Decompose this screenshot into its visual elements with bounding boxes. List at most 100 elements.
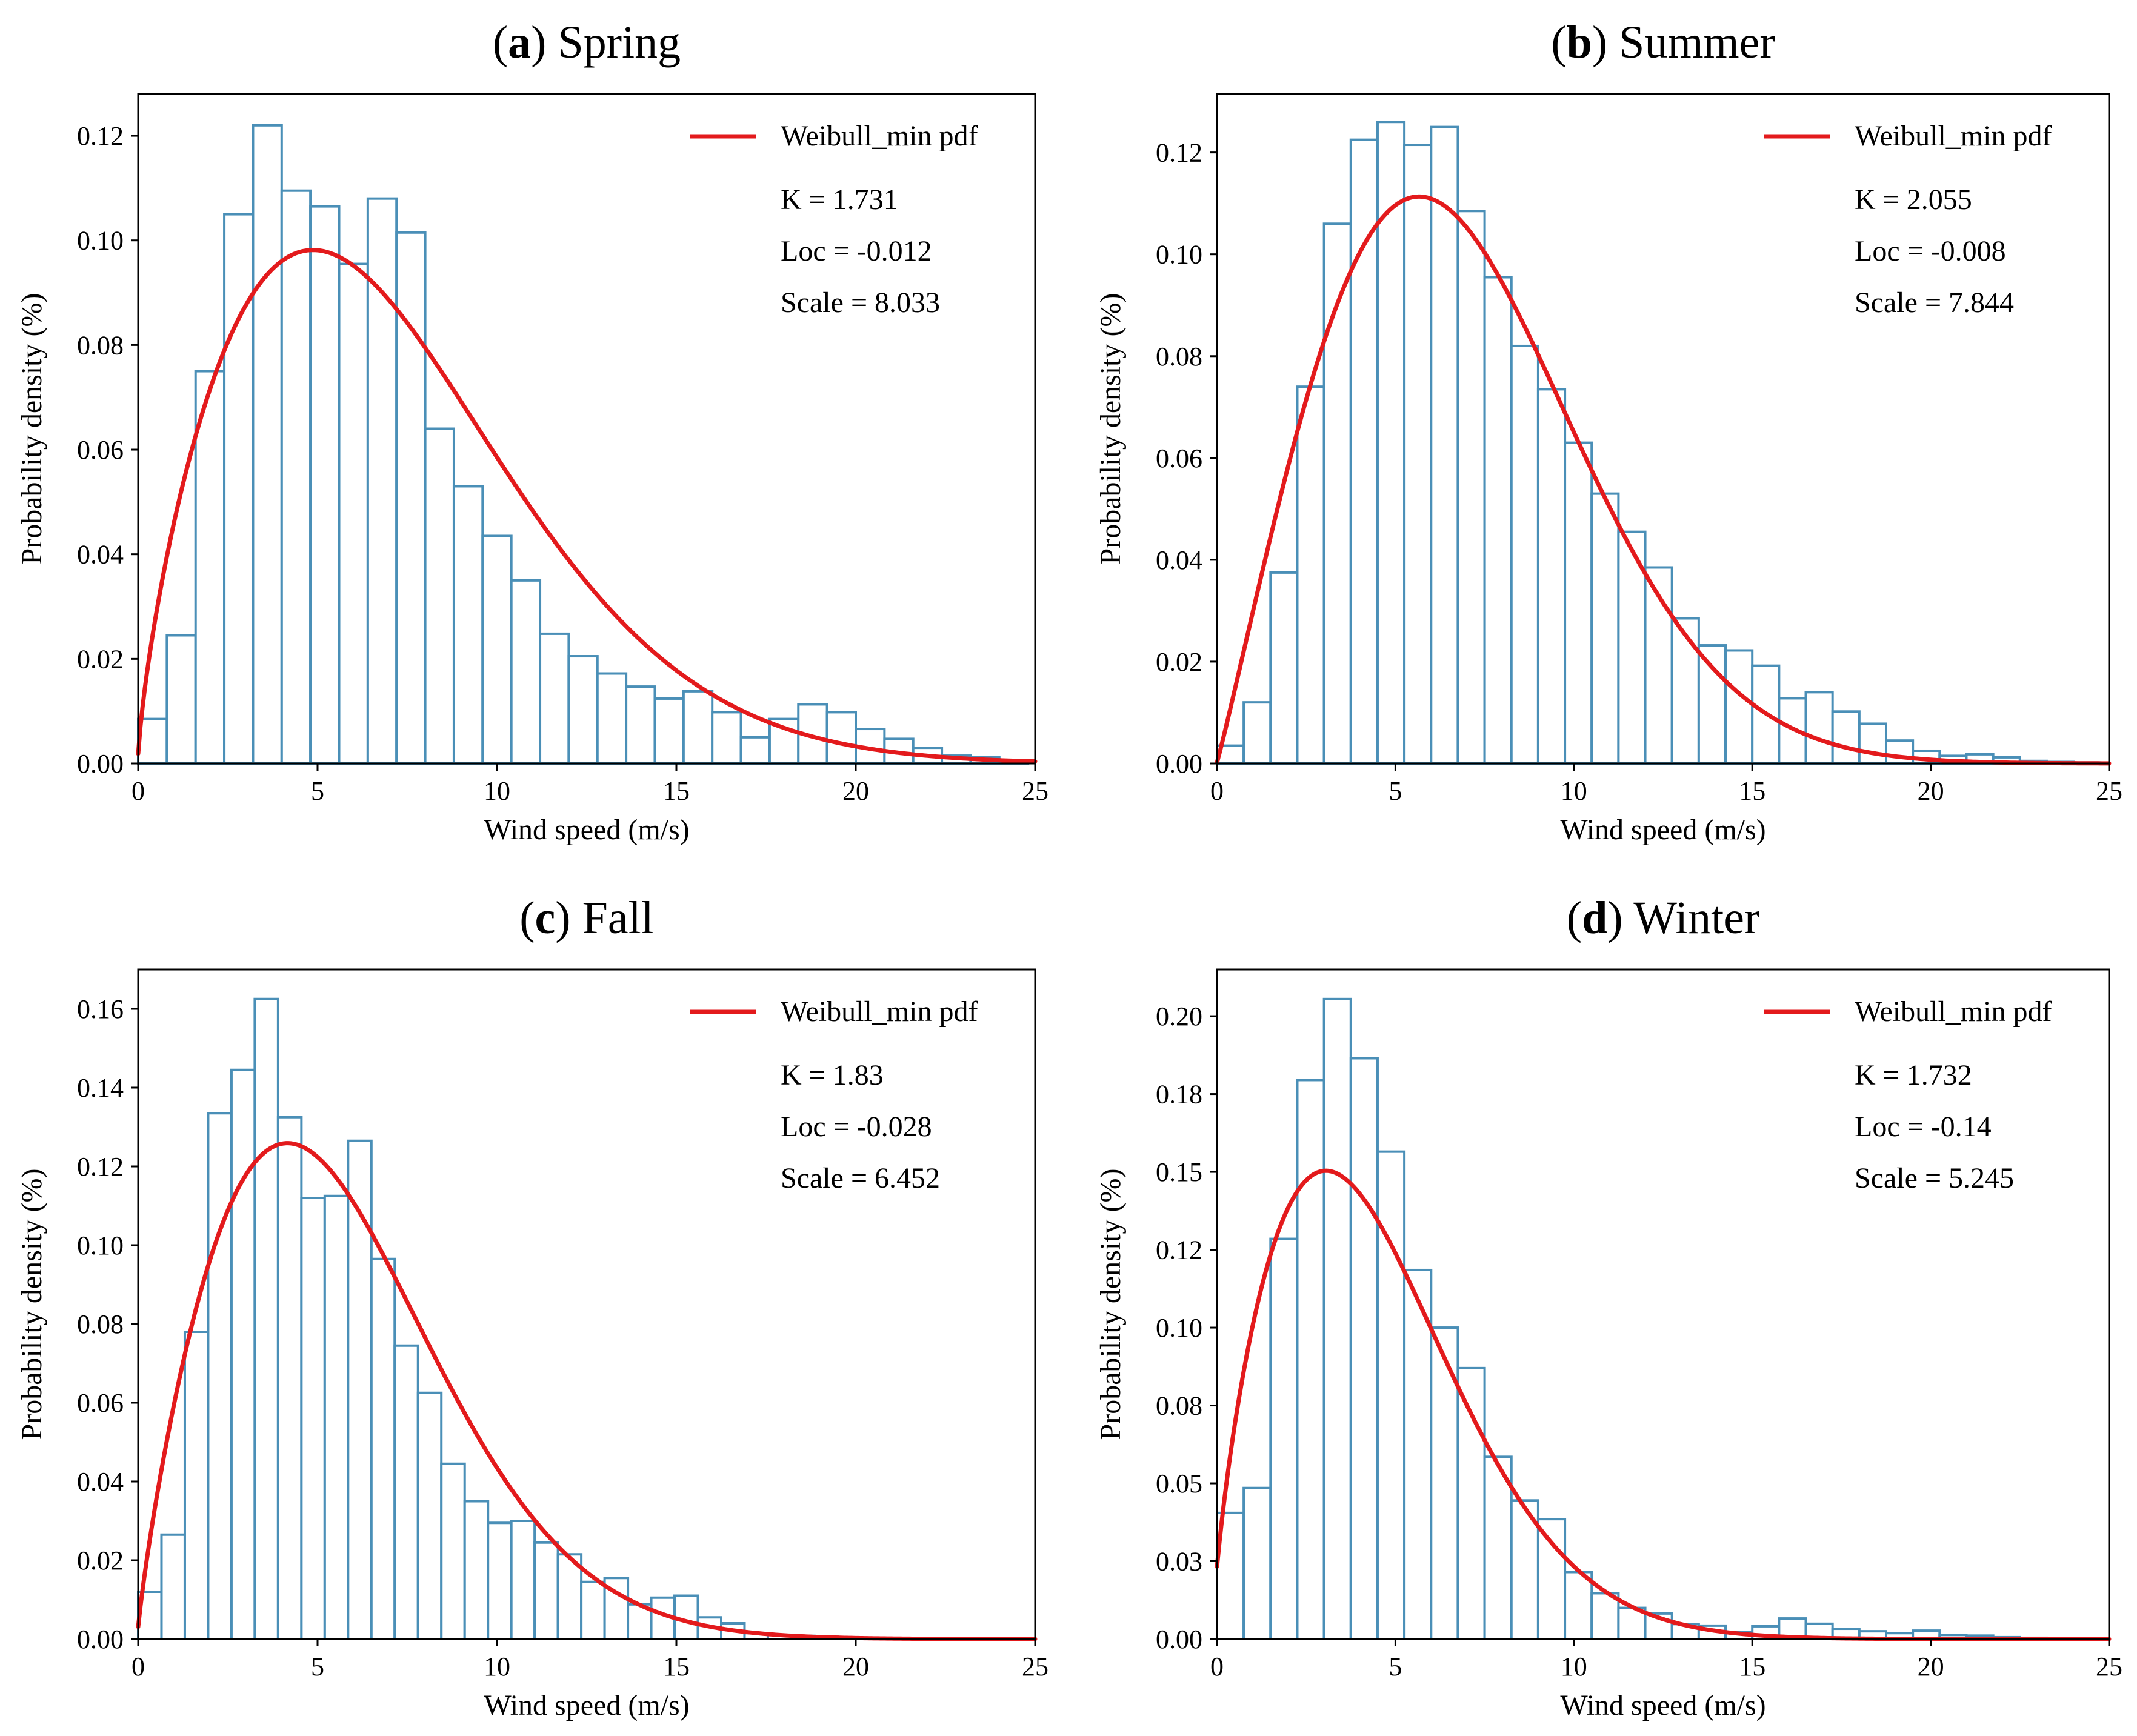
histogram-bars bbox=[137, 124, 1030, 765]
histogram-bar bbox=[463, 1500, 490, 1640]
x-tick-label: 25 bbox=[2096, 1652, 2122, 1681]
y-tick-label: 0.00 bbox=[1156, 749, 1202, 779]
legend-label: Weibull_min pdf bbox=[781, 996, 978, 1028]
histogram-bar bbox=[1269, 1237, 1299, 1641]
histogram-bar bbox=[1590, 492, 1620, 765]
panel-title-text: Summer bbox=[1619, 17, 1775, 68]
histogram-bar bbox=[1536, 388, 1567, 765]
y-tick-label: 0.20 bbox=[1156, 1002, 1202, 1031]
y-tick-label: 0.12 bbox=[1156, 138, 1202, 168]
histogram-bar bbox=[567, 655, 599, 765]
chart-panel-c: (c) Fall 0 5 10 15 20 25 0.00 0.02 0.04 0.06 0.08 0.… bbox=[16, 893, 1048, 1721]
histogram-bar bbox=[300, 1197, 326, 1640]
legend: Weibull_min pdf bbox=[690, 120, 978, 152]
y-tick-label: 0.04 bbox=[1156, 545, 1202, 575]
histogram-bar bbox=[682, 690, 714, 765]
fit-parameter-annotation: Loc = -0.028 bbox=[781, 1111, 932, 1143]
histogram-bar bbox=[1536, 1518, 1567, 1641]
x-tick-label: 0 bbox=[1210, 1652, 1224, 1681]
histogram-bars bbox=[1216, 997, 2102, 1641]
histogram-bar bbox=[596, 672, 628, 765]
panel-title-open-paren: ( bbox=[1567, 893, 1582, 943]
legend-label: Weibull_min pdf bbox=[1855, 120, 2052, 152]
panel-title-open-paren: ( bbox=[1551, 17, 1566, 68]
x-tick-label: 15 bbox=[663, 1652, 690, 1681]
y-tick-label: 0.06 bbox=[77, 1388, 124, 1418]
x-tick-label: 5 bbox=[311, 776, 324, 806]
histogram-bar bbox=[539, 632, 570, 765]
histogram-bar bbox=[440, 1462, 466, 1640]
legend-label: Weibull_min pdf bbox=[1855, 996, 2052, 1028]
legend-label: Weibull_min pdf bbox=[781, 120, 978, 152]
panel-title-letter: c bbox=[535, 893, 556, 943]
chart-panel-a: (a) Spring 0 5 10 15 20 25 0.00 0.02 0.04 0.06 0.08… bbox=[16, 17, 1048, 846]
weibull-pdf-curve bbox=[1215, 194, 2112, 766]
histogram-bar bbox=[1670, 617, 1700, 765]
x-tick-label: 15 bbox=[663, 776, 690, 806]
panel-title-close-paren: ) bbox=[1607, 893, 1633, 943]
histogram-bar bbox=[1617, 530, 1647, 765]
histogram-bar bbox=[1724, 649, 1754, 765]
histogram-bar bbox=[1590, 1592, 1620, 1640]
y-tick-label: 0.12 bbox=[1156, 1235, 1202, 1265]
x-tick-label: 15 bbox=[1739, 776, 1765, 806]
panel-title-text: Fall bbox=[582, 893, 654, 943]
y-tick-label: 0.14 bbox=[77, 1073, 124, 1103]
y-tick-label: 0.00 bbox=[1156, 1625, 1202, 1654]
y-tick-label: 0.06 bbox=[77, 435, 124, 465]
y-tick-label: 0.05 bbox=[1156, 1469, 1202, 1498]
histogram-bar bbox=[370, 1257, 396, 1640]
y-tick-label: 0.10 bbox=[1156, 240, 1202, 270]
y-tick-label: 0.16 bbox=[77, 994, 124, 1024]
y-tick-label: 0.02 bbox=[77, 1546, 124, 1575]
x-tick-label: 0 bbox=[132, 1652, 145, 1681]
histogram-bar bbox=[160, 1533, 186, 1640]
plot-frame bbox=[1216, 968, 2110, 1640]
histogram-bar bbox=[393, 1344, 419, 1640]
y-tick-label: 0.03 bbox=[1156, 1547, 1202, 1577]
fit-parameter-annotation: Loc = -0.008 bbox=[1855, 235, 2006, 267]
histogram-bar bbox=[510, 1520, 536, 1640]
x-tick-label: 15 bbox=[1739, 1652, 1765, 1681]
y-tick-label: 0.18 bbox=[1156, 1080, 1202, 1109]
y-tick-label: 0.04 bbox=[77, 1467, 124, 1497]
legend: Weibull_min pdf bbox=[690, 996, 978, 1028]
histogram-bar bbox=[1403, 144, 1433, 765]
histogram-bar bbox=[1858, 722, 1888, 765]
y-tick-label: 0.12 bbox=[77, 1152, 124, 1182]
histogram-bar bbox=[481, 534, 513, 765]
x-tick-label: 5 bbox=[311, 1652, 324, 1681]
panel-title-close-paren: ) bbox=[555, 893, 582, 943]
panel-title-close-paren: ) bbox=[531, 17, 558, 68]
histogram-bar bbox=[711, 711, 742, 765]
histogram-bar bbox=[338, 262, 369, 765]
chart-panel-b: (b) Summer 0 5 10 15 20 25 0.00 0.02 0.04 0.06 0.08… bbox=[1095, 17, 2122, 846]
histogram-bar bbox=[653, 697, 685, 765]
y-tick-label: 0.15 bbox=[1156, 1157, 1202, 1187]
fit-parameter-annotation: K = 1.732 bbox=[1855, 1059, 1972, 1091]
histogram-bar bbox=[416, 1391, 443, 1640]
histogram-bar bbox=[252, 124, 283, 765]
x-tick-label: 10 bbox=[1561, 1652, 1587, 1681]
histogram-bar bbox=[1456, 1366, 1486, 1640]
histogram-bar bbox=[1430, 125, 1459, 765]
panel-title-letter: b bbox=[1567, 17, 1592, 68]
histogram-bar bbox=[510, 579, 542, 765]
x-axis-label: Wind speed (m/s) bbox=[484, 814, 689, 846]
x-tick-label: 20 bbox=[842, 1652, 869, 1681]
x-axis-label: Wind speed (m/s) bbox=[484, 1689, 689, 1721]
plot-frame bbox=[1216, 93, 2110, 765]
histogram-bar bbox=[533, 1541, 559, 1640]
y-tick-label: 0.08 bbox=[77, 1309, 124, 1339]
histogram-bar bbox=[183, 1331, 210, 1640]
panel-title-open-paren: ( bbox=[519, 893, 535, 943]
histogram-bar bbox=[1510, 344, 1539, 765]
histogram-bar bbox=[1483, 276, 1513, 765]
y-tick-label: 0.00 bbox=[77, 749, 124, 779]
histogram-bar bbox=[1349, 138, 1379, 765]
x-tick-label: 25 bbox=[2096, 776, 2122, 806]
panel-title-open-paren: ( bbox=[493, 17, 508, 68]
histogram-bar bbox=[253, 997, 279, 1640]
chart-panel-d: (d) Winter 0 5 10 15 20 25 0.00 0.03 0.05 0.08 0.10… bbox=[1095, 893, 2122, 1721]
